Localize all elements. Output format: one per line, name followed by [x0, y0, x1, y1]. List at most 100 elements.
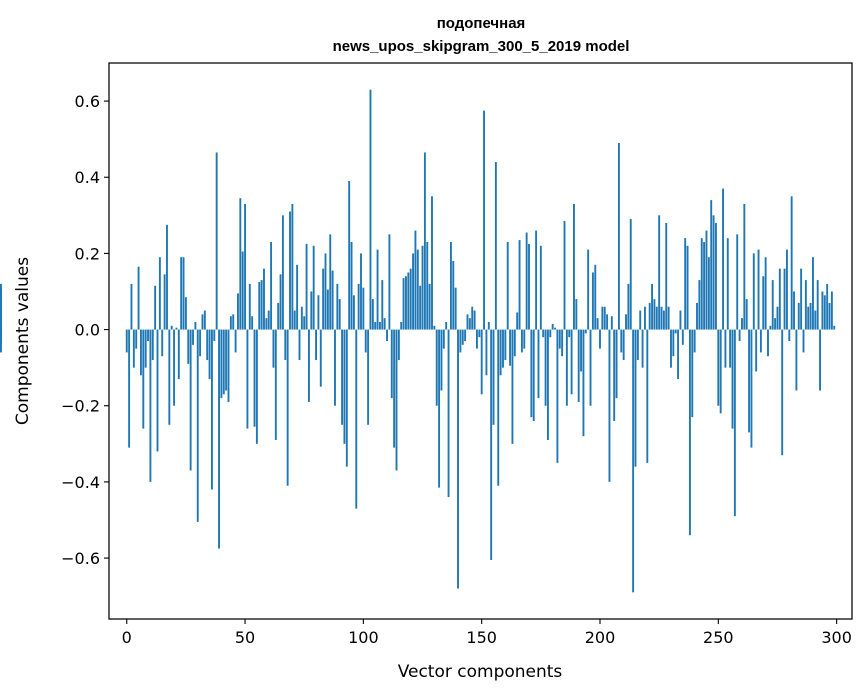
bar: [528, 243, 530, 330]
bar: [646, 329, 649, 463]
bar: [229, 316, 232, 330]
bar: [360, 253, 362, 330]
bar: [554, 327, 556, 330]
bar: [435, 329, 438, 406]
bar: [710, 200, 713, 330]
bar: [764, 257, 767, 330]
bar: [241, 251, 244, 330]
y-tick-label: 0.0: [75, 321, 100, 340]
bar: [227, 329, 230, 402]
bar: [748, 329, 751, 433]
bar: [809, 302, 812, 330]
bar: [416, 249, 419, 330]
bar: [137, 266, 140, 330]
bar: [303, 316, 306, 330]
bar: [480, 329, 483, 395]
x-axis-label: Vector components: [398, 662, 563, 682]
bar: [263, 268, 265, 330]
bar: [161, 329, 164, 357]
bar: [154, 285, 157, 330]
bar: [570, 329, 573, 395]
bar: [248, 283, 251, 330]
bar: [476, 329, 478, 349]
bar: [771, 280, 774, 330]
bar: [733, 329, 736, 517]
bar: [388, 234, 391, 330]
bar: [267, 310, 270, 330]
chart-title-line2: news_upos_skipgram_300_5_2019 model: [333, 38, 630, 55]
bar: [485, 329, 488, 376]
bar: [296, 264, 299, 330]
bar: [714, 222, 717, 330]
bar: [530, 329, 533, 418]
bar: [324, 253, 327, 330]
bar: [819, 329, 821, 391]
bar: [625, 314, 627, 330]
bar: [800, 268, 803, 330]
bar: [175, 327, 178, 330]
bar: [144, 329, 147, 368]
bar: [542, 329, 545, 338]
bar: [331, 270, 334, 330]
bar: [830, 291, 833, 330]
bar: [274, 329, 277, 441]
bar: [192, 329, 194, 345]
bar: [684, 238, 687, 330]
bar: [132, 329, 135, 368]
bar: [291, 203, 294, 330]
bar: [580, 329, 583, 372]
bar: [206, 329, 209, 361]
bar: [767, 329, 769, 357]
bar: [608, 329, 611, 482]
bar: [802, 329, 805, 353]
bar: [428, 283, 431, 330]
bar: [423, 152, 426, 330]
bar: [336, 283, 339, 330]
bar: [665, 222, 668, 330]
bar: [703, 241, 706, 330]
bar: [409, 268, 412, 330]
bar: [357, 283, 360, 330]
bar: [561, 329, 564, 357]
bar: [466, 314, 469, 330]
bar: [421, 245, 424, 330]
bar: [696, 302, 698, 330]
bar: [277, 302, 280, 330]
bar: [499, 329, 502, 376]
bar: [293, 310, 296, 330]
bar: [367, 329, 370, 425]
bar: [641, 329, 644, 368]
x-axis-ticks: 0 50 100 150 200 250 300: [122, 619, 852, 647]
bar: [142, 329, 145, 429]
bar: [759, 329, 762, 353]
bar: [362, 287, 365, 330]
x-tick-label: 300: [821, 628, 852, 647]
bar: [338, 299, 341, 330]
bar: [461, 329, 464, 345]
bar: [419, 285, 422, 330]
bar: [279, 274, 282, 330]
bar: [407, 272, 410, 330]
bar: [341, 329, 344, 425]
bar: [667, 306, 670, 330]
bar: [660, 306, 663, 330]
bar: [184, 297, 187, 330]
bar: [558, 329, 561, 349]
bar: [393, 329, 396, 448]
bar: [591, 272, 594, 330]
bar: [729, 329, 732, 368]
bar: [201, 314, 204, 330]
bar: [473, 310, 476, 330]
bar: [374, 321, 377, 330]
bar: [674, 329, 677, 334]
bar: [497, 329, 500, 486]
bar: [218, 329, 220, 549]
bar: [140, 329, 142, 376]
bar: [769, 325, 772, 330]
bar: [587, 249, 590, 330]
bar: [244, 203, 246, 330]
bar: [454, 287, 457, 330]
bar: [125, 329, 128, 353]
bar: [343, 329, 346, 444]
